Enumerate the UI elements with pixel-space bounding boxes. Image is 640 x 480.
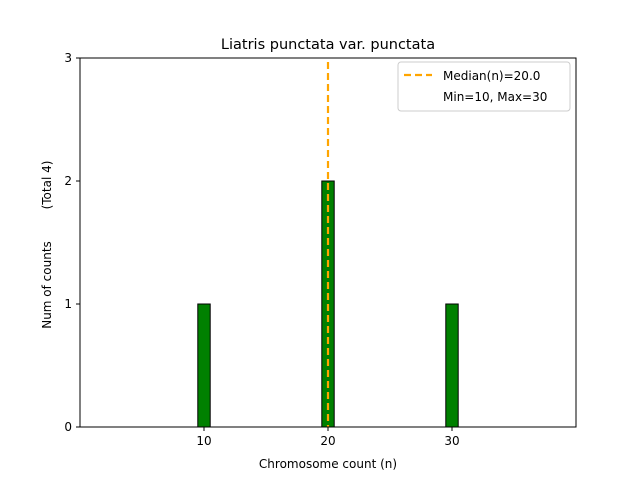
bar-10 (197, 303, 211, 428)
legend: Median(n)=20.0 Min=10, Max=30 (397, 61, 571, 112)
y-tick-label: 3 (64, 51, 72, 65)
x-axis-label: Chromosome count (n) (259, 457, 397, 471)
y-axis-ticks: 0 1 2 3 (64, 51, 80, 434)
x-tick-label: 20 (320, 434, 335, 448)
y-tick-label: 0 (64, 420, 72, 434)
y-tick-label: 2 (64, 174, 72, 188)
legend-box (397, 61, 571, 112)
x-axis-ticks: 10 20 30 (196, 427, 460, 448)
x-tick-label: 10 (196, 434, 211, 448)
chart-title: Liatris punctata var. punctata (221, 37, 435, 53)
bars-group (197, 180, 459, 428)
y-axis-total-label: (Total 4) (40, 161, 54, 210)
y-axis-label: Num of counts (40, 241, 54, 329)
x-tick-label: 30 (444, 434, 459, 448)
bar-30 (445, 303, 459, 428)
legend-entry-median: Median(n)=20.0 (443, 69, 540, 83)
plot-area (79, 57, 577, 428)
legend-entry-range: Min=10, Max=30 (443, 90, 547, 104)
y-tick-label: 1 (64, 297, 72, 311)
